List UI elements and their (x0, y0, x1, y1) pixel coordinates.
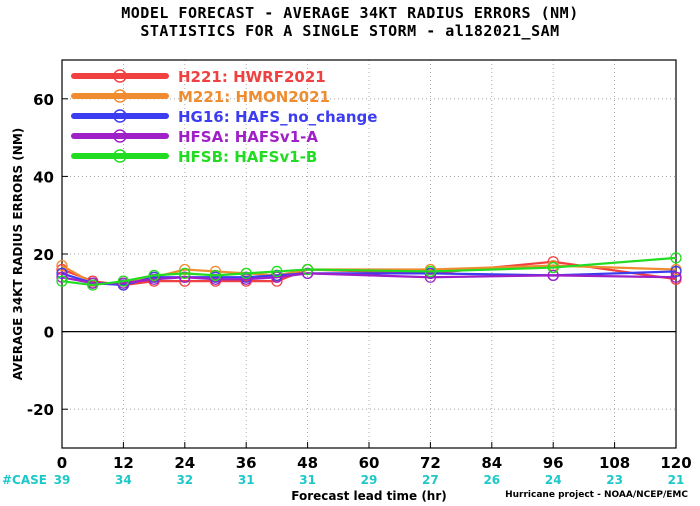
case-count-label: #CASE (2, 473, 47, 487)
y-tick-label: 40 (33, 168, 54, 186)
x-tick-label: 72 (420, 454, 441, 472)
legend-marker (113, 69, 127, 83)
legend-marker (113, 149, 127, 163)
series-point (301, 267, 314, 280)
case-count-value: 21 (668, 473, 685, 487)
legend-label: M221: HMON2021 (178, 88, 330, 106)
case-count-value: 32 (176, 473, 193, 487)
series-point (56, 259, 68, 272)
case-count-value: 24 (545, 473, 562, 487)
series-point (179, 267, 191, 280)
y-tick-label: 20 (33, 246, 54, 264)
series-point (56, 271, 68, 283)
y-tick-label: -20 (27, 401, 54, 419)
series-point (424, 265, 437, 278)
series-point (271, 265, 283, 278)
series-point (56, 267, 68, 280)
case-count-value: 31 (299, 473, 316, 487)
case-count-value: 27 (422, 473, 439, 487)
case-count-value: 31 (238, 473, 255, 487)
series-point (148, 273, 160, 285)
x-tick-label: 84 (481, 454, 502, 472)
series-point (670, 271, 682, 283)
legend-label: HFSB: HAFSv1-B (178, 148, 317, 166)
x-tick-label: 60 (359, 454, 380, 472)
case-count-value: 23 (606, 473, 623, 487)
legend-marker (113, 89, 127, 103)
series-point (87, 279, 99, 291)
credit-text: Hurricane project - NOAA/NCEP/EMC (505, 490, 688, 500)
x-axis-label: Forecast lead time (hr) (291, 489, 447, 503)
series-point (179, 271, 191, 283)
series-point (117, 275, 130, 287)
series-point (179, 263, 191, 276)
x-tick-label: 0 (57, 454, 67, 472)
y-tick-label: 0 (44, 324, 54, 342)
x-tick-label: 120 (660, 454, 691, 472)
x-tick-label: 24 (174, 454, 195, 472)
legend-marker (113, 109, 127, 123)
series-point (547, 261, 559, 274)
x-tick-label: 96 (543, 454, 564, 472)
series-point (56, 275, 68, 287)
series-point (209, 273, 222, 285)
x-tick-label: 48 (297, 454, 318, 472)
legend-label: HG16: HAFS_no_change (178, 108, 377, 126)
series-point (179, 275, 191, 287)
series-point (209, 269, 222, 281)
series-point (148, 269, 160, 281)
x-tick-label: 108 (599, 454, 630, 472)
case-count-value: 29 (361, 473, 378, 487)
chart-title: MODEL FORECAST - AVERAGE 34KT RADIUS ERR… (121, 4, 579, 22)
y-axis-label: AVERAGE 34KT RADIUS ERRORS (NM) (11, 128, 25, 380)
case-count-value: 39 (54, 473, 71, 487)
series-point (240, 267, 252, 280)
legend-marker (113, 129, 127, 143)
legend-label: HFSA: HAFSv1-A (178, 128, 318, 146)
series-point (547, 269, 559, 281)
series-point (301, 263, 314, 276)
chart-subtitle: STATISTICS FOR A SINGLE STORM - al182021… (140, 22, 560, 40)
legend-label: H221: HWRF2021 (178, 68, 326, 86)
y-tick-label: 60 (33, 91, 54, 109)
case-count-value: 26 (483, 473, 500, 487)
x-tick-label: 12 (113, 454, 134, 472)
series-point (670, 252, 682, 264)
x-tick-label: 36 (236, 454, 257, 472)
case-count-value: 34 (115, 473, 132, 487)
